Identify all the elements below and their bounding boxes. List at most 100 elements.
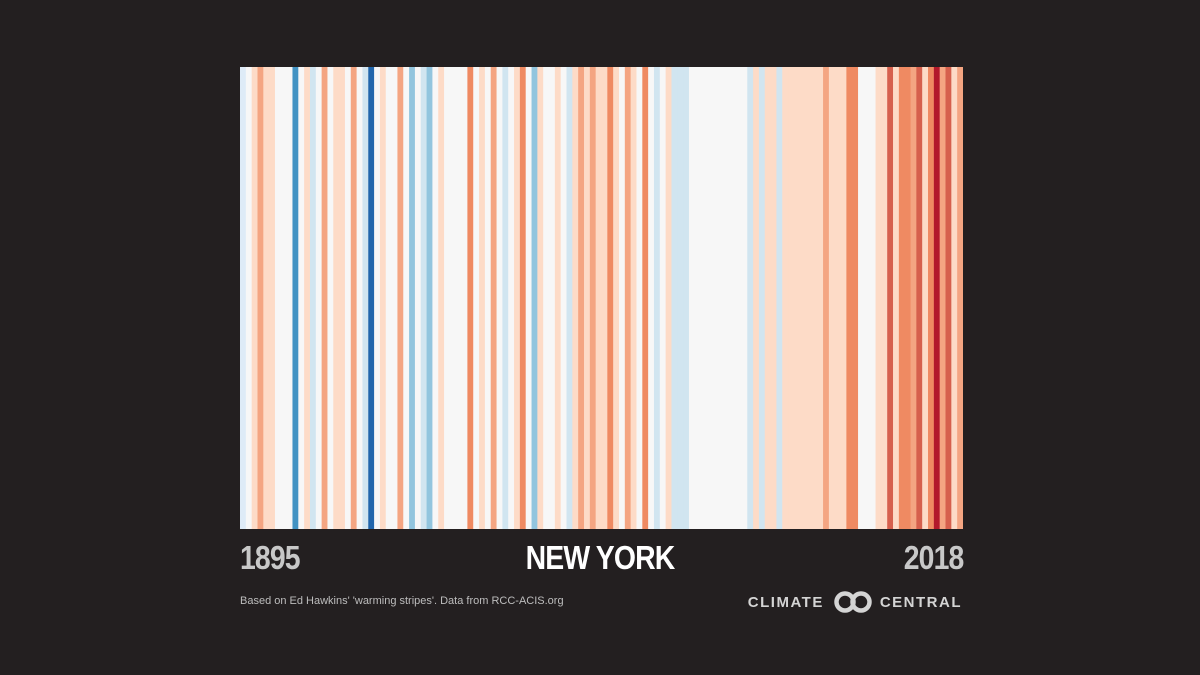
stripe-1938	[490, 67, 498, 529]
stripe-1908	[315, 67, 323, 529]
stripe-1928	[432, 67, 439, 529]
stripe-1934	[467, 67, 474, 529]
stripe-1979	[729, 67, 737, 529]
stripe-1940	[502, 67, 509, 529]
stripe-1897	[251, 67, 259, 529]
stripe-1963	[636, 67, 643, 529]
stripe-1902	[280, 67, 288, 529]
stripe-1975	[706, 67, 713, 529]
stripe-1909	[321, 67, 329, 529]
stripe-2006	[887, 67, 894, 529]
stripe-1987	[776, 67, 783, 529]
stripe-1974	[700, 67, 708, 529]
stripe-1990	[793, 67, 801, 529]
stripe-1988	[782, 67, 789, 529]
stripe-2009	[904, 67, 912, 529]
stripe-1951	[566, 67, 573, 529]
stripe-1959	[613, 67, 620, 529]
stripe-1983	[753, 67, 760, 529]
brand-right-text: CENTRAL	[879, 593, 962, 611]
stripe-2017	[951, 67, 958, 529]
stripe-1952	[572, 67, 579, 529]
stripe-1949	[554, 67, 562, 529]
stripe-2012	[922, 67, 929, 529]
stripe-1996	[828, 67, 836, 529]
stripe-1931	[449, 67, 457, 529]
stripe-1939	[496, 67, 503, 529]
stripe-1912	[339, 67, 346, 529]
stripe-1978	[723, 67, 731, 529]
stripe-1942	[514, 67, 521, 529]
stripe-1993	[811, 67, 818, 529]
stripe-1953	[578, 67, 585, 529]
stripe-1958	[607, 67, 614, 529]
stripe-1992	[805, 67, 813, 529]
stripe-2016	[945, 67, 952, 529]
stripe-1964	[642, 67, 649, 529]
stripe-2014	[933, 67, 941, 529]
stripe-1899	[263, 67, 270, 529]
stripe-1944	[525, 67, 533, 529]
warming-stripes-chart	[240, 67, 963, 529]
stripe-1903	[286, 67, 294, 529]
stripe-1971	[683, 67, 690, 529]
stripe-1916	[362, 67, 369, 529]
stripe-1965	[648, 67, 655, 529]
stripe-1948	[549, 67, 556, 529]
stripe-1998	[840, 67, 847, 529]
stripe-1935	[473, 67, 480, 529]
stripe-2008	[898, 67, 906, 529]
stripe-2007	[893, 67, 900, 529]
stripe-1895	[240, 67, 247, 529]
stripe-1932	[455, 67, 463, 529]
stripe-1969	[671, 67, 678, 529]
stripe-1957	[601, 67, 608, 529]
stripe-1930	[444, 67, 451, 529]
end-year-label: 2018	[903, 539, 964, 576]
chart-title: NEW YORK	[525, 539, 676, 576]
stripe-1973	[694, 67, 702, 529]
double-ring-logo-icon	[834, 591, 872, 613]
stripe-1914	[350, 67, 358, 529]
stripe-2001	[858, 67, 865, 529]
stripe-1956	[595, 67, 603, 529]
stripe-1921	[391, 67, 399, 529]
stripe-1919	[379, 67, 387, 529]
stripe-1960	[618, 67, 626, 529]
stripe-1913	[344, 67, 352, 529]
stripe-1955	[589, 67, 597, 529]
stripe-1994	[817, 67, 824, 529]
stripe-1970	[677, 67, 684, 529]
stripe-1962	[630, 67, 638, 529]
stripe-1972	[688, 67, 696, 529]
stripe-1923	[403, 67, 410, 529]
stripe-1900	[269, 67, 276, 529]
stripe-1961	[624, 67, 632, 529]
stripe-2004	[875, 67, 882, 529]
stripe-1918	[374, 67, 381, 529]
stripe-1967	[659, 67, 667, 529]
stripe-1922	[397, 67, 404, 529]
stripe-2005	[881, 67, 888, 529]
stripe-1977	[718, 67, 725, 529]
stripe-1936	[479, 67, 486, 529]
stripe-1898	[257, 67, 264, 529]
stripe-1997	[834, 67, 842, 529]
stripe-1933	[461, 67, 468, 529]
stripe-2018	[957, 67, 963, 529]
stripe-1947	[543, 67, 550, 529]
stripe-1966	[653, 67, 661, 529]
stripe-2003	[869, 67, 877, 529]
stripe-1937	[484, 67, 492, 529]
stripe-1917	[368, 67, 375, 529]
stripe-1981	[741, 67, 748, 529]
stripe-1926	[420, 67, 428, 529]
start-year-label: 1895	[240, 539, 301, 576]
brand-left-text: CLIMATE	[747, 593, 824, 611]
stripe-1896	[245, 67, 253, 529]
stripe-2015	[939, 67, 947, 529]
stripe-1924	[409, 67, 416, 529]
stripe-1920	[385, 67, 393, 529]
stripe-1927	[426, 67, 434, 529]
stripe-2000	[852, 67, 859, 529]
